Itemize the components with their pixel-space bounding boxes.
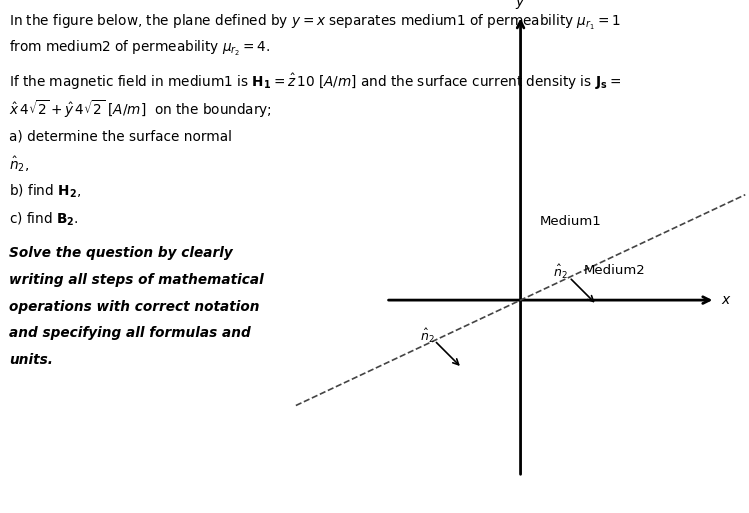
Text: writing all steps of mathematical: writing all steps of mathematical (9, 273, 264, 287)
Text: c) find $\mathbf{B_2}$.: c) find $\mathbf{B_2}$. (9, 210, 79, 228)
Text: In the figure below, the plane defined by $y = x$ separates medium1 of permeabil: In the figure below, the plane defined b… (9, 13, 620, 32)
Text: operations with correct notation: operations with correct notation (9, 300, 259, 313)
Text: b) find $\mathbf{H_2}$,: b) find $\mathbf{H_2}$, (9, 182, 81, 200)
Text: $\hat{n}_2$: $\hat{n}_2$ (420, 327, 434, 345)
Text: $x$: $x$ (721, 293, 732, 307)
Text: Medium1: Medium1 (539, 214, 601, 228)
Text: from medium2 of permeability $\mu_{r_2} = 4$.: from medium2 of permeability $\mu_{r_2} … (9, 38, 270, 57)
Text: $y$: $y$ (515, 0, 526, 11)
Text: and specifying all formulas and: and specifying all formulas and (9, 326, 251, 340)
Text: $\hat{n}_2$: $\hat{n}_2$ (554, 263, 568, 281)
Text: a) determine the surface normal: a) determine the surface normal (9, 129, 232, 143)
Text: $\hat{n}_2$,: $\hat{n}_2$, (9, 154, 29, 173)
Text: $\hat{x}\,4\sqrt{2} + \hat{y}\,4\sqrt{2}\ [A/m]$  on the boundary;: $\hat{x}\,4\sqrt{2} + \hat{y}\,4\sqrt{2}… (9, 98, 272, 121)
Text: units.: units. (9, 353, 53, 367)
Text: If the magnetic field in medium1 is $\mathbf{H_1} = \hat{z}\,10\ [A/m]$ and the : If the magnetic field in medium1 is $\ma… (9, 72, 621, 92)
Text: Medium2: Medium2 (584, 264, 646, 277)
Text: Solve the question by clearly: Solve the question by clearly (9, 246, 233, 260)
